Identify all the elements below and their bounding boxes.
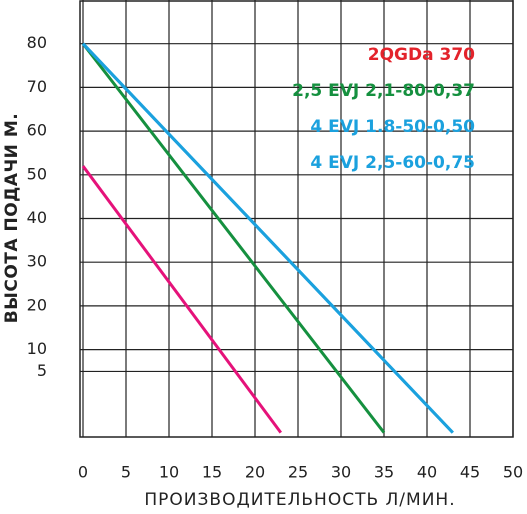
- y-tick-label: 70: [27, 77, 47, 96]
- x-tick-label: 30: [331, 463, 351, 482]
- x-tick-label: 40: [417, 463, 437, 482]
- x-tick-label: 20: [245, 463, 265, 482]
- x-tick-label: 0: [78, 463, 88, 482]
- series-line: [81, 42, 386, 434]
- x-tick-label: 35: [374, 463, 394, 482]
- x-tick-label: 45: [460, 463, 480, 482]
- y-axis-label: ВЫСОТА ПОДАЧИ М.: [2, 113, 22, 323]
- legend-label: 2,5 EVJ 2,1-80-0,37: [292, 81, 475, 101]
- y-tick-label: 10: [27, 339, 47, 358]
- legend-label: 4 EVJ 2,5-60-0,75: [310, 153, 475, 173]
- y-tick-label: 50: [27, 164, 47, 183]
- legend-label: 2QGDa 370: [368, 45, 475, 65]
- y-tick-label: 60: [27, 121, 47, 140]
- y-tick-label: 5: [37, 361, 47, 380]
- y-tick-label: 30: [27, 252, 47, 271]
- legend-label: 4 EVJ 1.8-50-0,50: [310, 117, 475, 137]
- series-line: [81, 42, 454, 434]
- x-axis-label: ПРОИЗВОДИТЕЛЬНОСТЬ Л/МИН.: [144, 490, 455, 510]
- y-tick-label: 20: [27, 295, 47, 314]
- x-tick-label: 25: [288, 463, 308, 482]
- x-tick-label: 5: [121, 463, 131, 482]
- x-tick-label: 15: [202, 463, 222, 482]
- y-tick-label: 80: [27, 33, 47, 52]
- y-tick-label: 40: [27, 208, 47, 227]
- series-line: [81, 165, 283, 434]
- x-tick-label: 50: [503, 463, 523, 482]
- x-tick-label: 10: [159, 463, 179, 482]
